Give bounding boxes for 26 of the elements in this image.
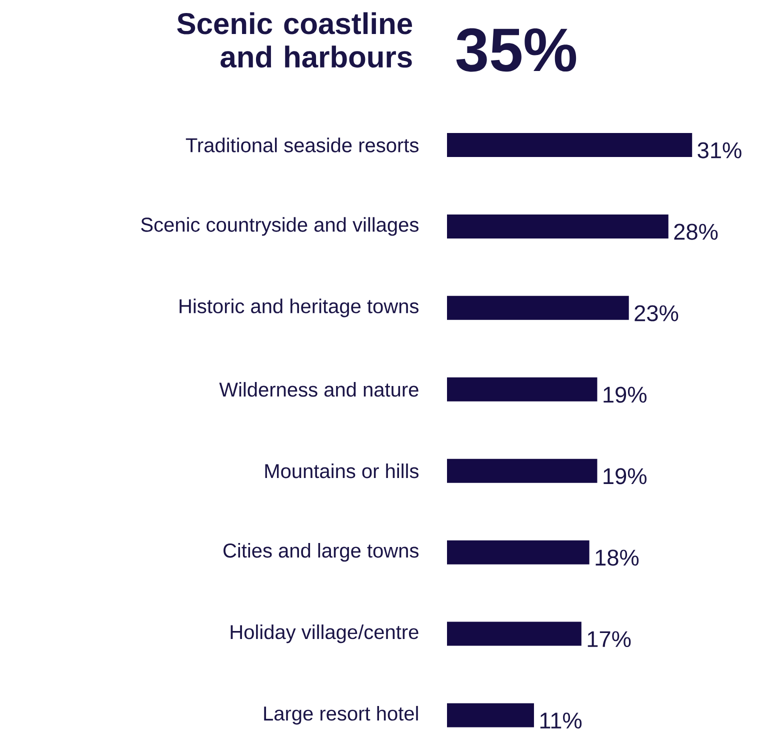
y-tick-label: Cities and large towns — [224, 543, 418, 562]
bar — [447, 296, 629, 320]
bar — [447, 703, 534, 728]
chart-title: Scenic coastline and harbours — [177, 12, 412, 68]
y-tick-label: Scenic countryside and villages — [141, 217, 418, 236]
y-tick-label: Wilderness and nature — [219, 382, 418, 397]
data-label: 28% — [674, 224, 718, 240]
data-label: 23% — [634, 305, 678, 322]
y-tick-label: Holiday village/centre — [230, 624, 418, 644]
bar — [447, 377, 598, 402]
data-label: 19% — [604, 468, 646, 484]
y-tick-label: Traditional seaside resorts — [186, 138, 418, 152]
data-label: 18% — [596, 550, 639, 566]
bar — [447, 214, 668, 238]
y-tick-label: Historic and heritage towns — [180, 298, 418, 318]
text: 35% — [456, 28, 576, 72]
data-label: 31% — [698, 142, 742, 158]
y-tick-label: Mountains or hills — [265, 464, 418, 478]
bar — [447, 622, 582, 646]
data-label: 11% — [540, 712, 582, 729]
data-label: 19% — [604, 386, 646, 403]
bar — [447, 540, 590, 564]
data-label: 17% — [588, 631, 631, 648]
y-tick-label: Large resort hotel — [264, 706, 418, 725]
bar — [447, 132, 692, 157]
bar — [447, 458, 598, 483]
